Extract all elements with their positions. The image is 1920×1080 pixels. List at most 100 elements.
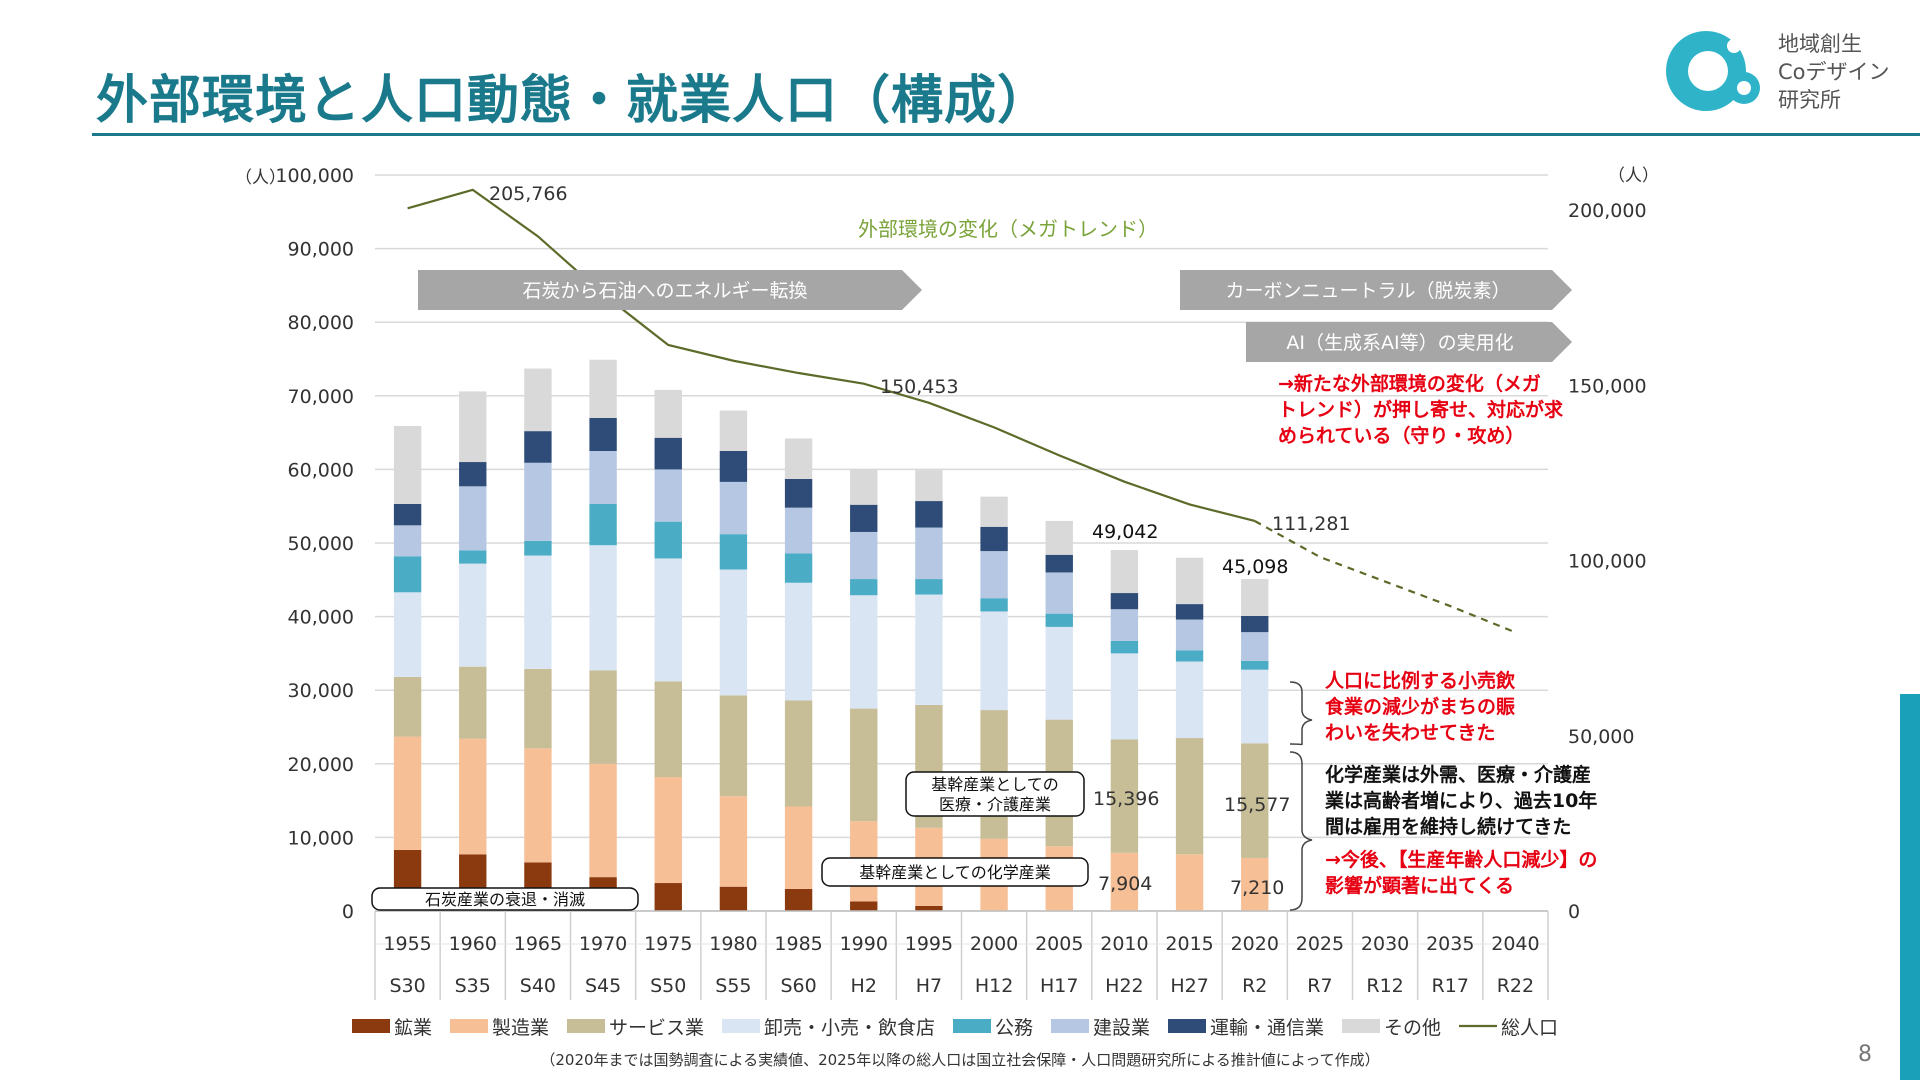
x-tick-label-era: S45 (585, 975, 621, 997)
box-chemical (821, 857, 1089, 887)
bar-segment (654, 389, 682, 438)
x-tick-label-year: 1985 (774, 933, 822, 955)
bar-segment (980, 496, 1008, 527)
bar-segment (589, 417, 617, 451)
box-coal-decline (371, 887, 639, 911)
logo-text-line: 研究所 (1778, 88, 1841, 112)
y-tick-label-right: 200,000 (1568, 200, 1647, 222)
x-tick-label-year: 2035 (1426, 933, 1474, 955)
x-tick-label-era: S40 (520, 975, 556, 997)
x-tick-label-era: R12 (1366, 975, 1403, 997)
bar-segment (719, 481, 748, 535)
logo-text-line: 地域創生 (1778, 32, 1862, 56)
bar-segment (524, 555, 552, 669)
x-tick-label-year: 1965 (514, 933, 562, 955)
x-tick-label-era: H22 (1105, 975, 1143, 997)
legend-swatch (1168, 1019, 1206, 1033)
legend-label: 製造業 (492, 1017, 549, 1039)
x-tick-label-year: 2040 (1491, 933, 1539, 955)
bar-segment (1175, 854, 1204, 911)
x-tick-label-year: 1995 (905, 933, 953, 955)
y-tick-label-left: 80,000 (288, 312, 354, 334)
bar-segment (524, 748, 552, 863)
y-tick-label-left: 20,000 (288, 754, 354, 776)
bar-segment (1241, 669, 1269, 744)
bar-segment (589, 545, 617, 671)
note-megatrend-red: トレンド）が押し寄せ、対応が求 (1278, 398, 1564, 421)
y-axis-unit-right: （人） (1608, 166, 1659, 186)
x-tick-label-year: 2010 (1100, 933, 1148, 955)
bar-segment (784, 806, 813, 889)
note-labor-red: 影響が顕著に出てくる (1325, 874, 1514, 897)
legend-label: 公務 (995, 1017, 1033, 1039)
bar-segment (524, 462, 552, 541)
bar-segment (1045, 626, 1073, 720)
bar-segment (654, 883, 682, 911)
box-medical-label: 医療・介護産業 (939, 795, 1051, 814)
bar-segment (524, 431, 552, 463)
bar-segment (784, 700, 813, 807)
source-note: （2020年までは国勢調査による実績値、2025年以降の総人口は国立社会保障・人… (540, 1051, 1379, 1069)
x-tick-label-year: 1970 (579, 933, 627, 955)
arrow-ai (1246, 322, 1572, 362)
note-industry-black: 業は高齢者増により、過去10年 (1324, 789, 1597, 812)
y-tick-label-left: 0 (342, 901, 354, 923)
bar-segment (850, 579, 878, 596)
bar-segment (654, 681, 682, 778)
bar-segment (1241, 660, 1269, 670)
bar-segment (1045, 554, 1073, 573)
data-label-pop-2020: 111,281 (1272, 513, 1351, 535)
bar-segment (1110, 609, 1139, 641)
y-tick-label-left: 70,000 (288, 386, 354, 408)
legend-label: サービス業 (609, 1017, 704, 1039)
y-tick-label-left: 40,000 (288, 607, 354, 629)
x-tick-label-year: 2030 (1361, 933, 1409, 955)
title-divider (92, 133, 1920, 136)
bar-segment (980, 598, 1008, 612)
data-label-pop-1990: 150,453 (880, 376, 959, 398)
bar-segment (654, 437, 682, 470)
bar-segment (1175, 557, 1204, 605)
bar-segment (850, 595, 878, 709)
x-tick-label-year: 1960 (449, 933, 497, 955)
box-coal-decline-label: 石炭産業の衰退・消滅 (425, 890, 585, 909)
note-megatrend-red: →新たな外部環境の変化（メガ (1278, 372, 1541, 395)
y-tick-label-right: 0 (1568, 901, 1580, 923)
bar-segment (719, 410, 748, 451)
bar-segment (980, 551, 1008, 599)
bar-segment (1241, 615, 1269, 633)
note-retail-red: わいを失わせてきた (1325, 721, 1495, 744)
x-tick-label-era: S60 (780, 975, 816, 997)
bar-segment (784, 478, 813, 508)
x-tick-label-era: H2 (851, 975, 877, 997)
data-label-service-2010: 15,396 (1093, 788, 1159, 810)
y-tick-label-left: 90,000 (288, 239, 354, 261)
y-tick-label-left: 30,000 (288, 680, 354, 702)
bar-segment (784, 582, 813, 701)
legend-swatch (1342, 1019, 1380, 1033)
bar-segment (850, 469, 878, 505)
legend-swatch (953, 1019, 991, 1033)
bar-segment (524, 668, 552, 749)
bar-segment (393, 525, 422, 557)
note-megatrend-red: められている（守り・攻め） (1278, 424, 1524, 447)
legend-label: 建設業 (1093, 1017, 1150, 1039)
x-tick-label-year: 1980 (709, 933, 757, 955)
bar-segment (719, 534, 748, 570)
bar-segment (1110, 640, 1139, 654)
y-tick-label-left: 100,000 (275, 165, 354, 187)
bar-segment (1175, 650, 1204, 662)
x-tick-label-year: 2025 (1296, 933, 1344, 955)
bar-segment (784, 888, 813, 911)
bar-segment (915, 594, 943, 705)
arrow-carbon-neutral (1180, 270, 1572, 310)
bar-segment (393, 736, 422, 850)
y-tick-label-left: 10,000 (288, 827, 354, 849)
data-label-total-2020: 45,098 (1222, 556, 1288, 578)
legend-label: 総人口 (1501, 1017, 1558, 1039)
bar-segment (459, 563, 487, 667)
bar-segment (1045, 520, 1073, 555)
x-tick-label-era: S50 (650, 975, 686, 997)
x-tick-label-year: 2015 (1165, 933, 1213, 955)
